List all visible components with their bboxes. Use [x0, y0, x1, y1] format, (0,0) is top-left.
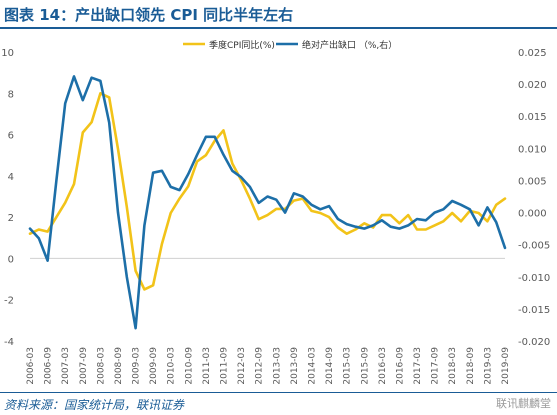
x-tick-label: 2018-09 [466, 347, 476, 385]
right-tick-label: -0.010 [518, 273, 550, 284]
source-note: 资料来源：国家统计局，联讯证券 [4, 398, 185, 412]
x-tick-label: 2018-03 [448, 347, 458, 385]
x-tick-label: 2009-09 [149, 347, 159, 385]
right-tick-label: 0.000 [518, 209, 547, 220]
left-tick-label: 2 [8, 213, 14, 224]
left-tick-label: 8 [8, 89, 14, 100]
x-tick-label: 2013-09 [290, 347, 300, 385]
left-tick-label: -2 [4, 296, 14, 307]
watermark: 联讯麒麟堂 [496, 397, 551, 410]
bottom-rule [0, 392, 557, 393]
left-tick-label: 10 [1, 48, 14, 59]
right-tick-label: -0.015 [518, 305, 550, 316]
x-tick-label: 2007-03 [61, 347, 71, 385]
x-tick-label: 2006-09 [44, 347, 54, 385]
legend-label-gap: 绝对产出缺口 （%,右） [302, 39, 397, 51]
left-tick-label: 6 [8, 131, 14, 142]
x-tick-label: 2012-03 [237, 347, 247, 385]
x-tick-label: 2007-09 [79, 347, 89, 385]
title-bar: 图表 14：产出缺口领先 CPI 同比半年左右 [0, 0, 557, 29]
x-tick-label: 2010-03 [167, 347, 177, 385]
x-tick-label: 2011-09 [220, 347, 230, 385]
x-tick-label: 2015-03 [343, 347, 353, 385]
right-tick-label: -0.020 [518, 337, 550, 348]
legend: 季度CPI同比(%) 绝对产出缺口 （%,右） [183, 39, 397, 51]
left-tick-label: 0 [8, 254, 14, 265]
x-tick-label: 2014-03 [307, 347, 317, 385]
output-gap-series-line [28, 75, 507, 330]
left-tick-label: -4 [4, 337, 14, 348]
x-tick-label: 2008-03 [96, 347, 106, 385]
x-tick-label: 2017-03 [413, 347, 423, 385]
x-tick-label: 2006-03 [26, 347, 36, 385]
right-tick-label: -0.005 [518, 241, 550, 252]
x-tick-label: 2011-03 [202, 347, 212, 385]
cpi-series-line [28, 91, 507, 291]
legend-label-cpi: 季度CPI同比(%) [209, 39, 275, 51]
chart: -4 -2 0 2 4 6 8 10 -0.020 -0.015 -0.010 -0.005 0.00… [1, 39, 550, 385]
x-tick-label: 2009-03 [132, 347, 142, 385]
x-tick-label: 2016-09 [395, 347, 405, 385]
x-axis: 2006-03 2006-09 2007-03 2007-09 2008-03 2008-… [26, 347, 511, 385]
x-tick-label: 2014-09 [325, 347, 335, 385]
left-axis: -4 -2 0 2 4 6 8 10 [1, 48, 14, 348]
x-tick-label: 2015-09 [360, 347, 370, 385]
chart-title: 图表 14：产出缺口领先 CPI 同比半年左右 [4, 6, 294, 24]
x-tick-label: 2010-09 [184, 347, 194, 385]
x-tick-label: 2016-03 [378, 347, 388, 385]
x-tick-label: 2017-09 [431, 347, 441, 385]
right-axis: -0.020 -0.015 -0.010 -0.005 0.000 0.005 0.010 0… [518, 48, 550, 348]
right-tick-label: 0.025 [518, 48, 547, 59]
series-lines [28, 75, 507, 330]
title-rule [0, 27, 557, 29]
right-tick-label: 0.005 [518, 176, 547, 187]
x-tick-label: 2012-09 [255, 347, 265, 385]
x-tick-label: 2008-09 [114, 347, 124, 385]
x-tick-label: 2019-09 [501, 347, 511, 385]
right-tick-label: 0.010 [518, 144, 547, 155]
right-tick-label: 0.015 [518, 112, 547, 123]
right-tick-label: 0.020 [518, 80, 547, 91]
left-tick-label: 4 [8, 172, 14, 183]
x-tick-label: 2013-03 [272, 347, 282, 385]
x-tick-label: 2019-03 [483, 347, 493, 385]
